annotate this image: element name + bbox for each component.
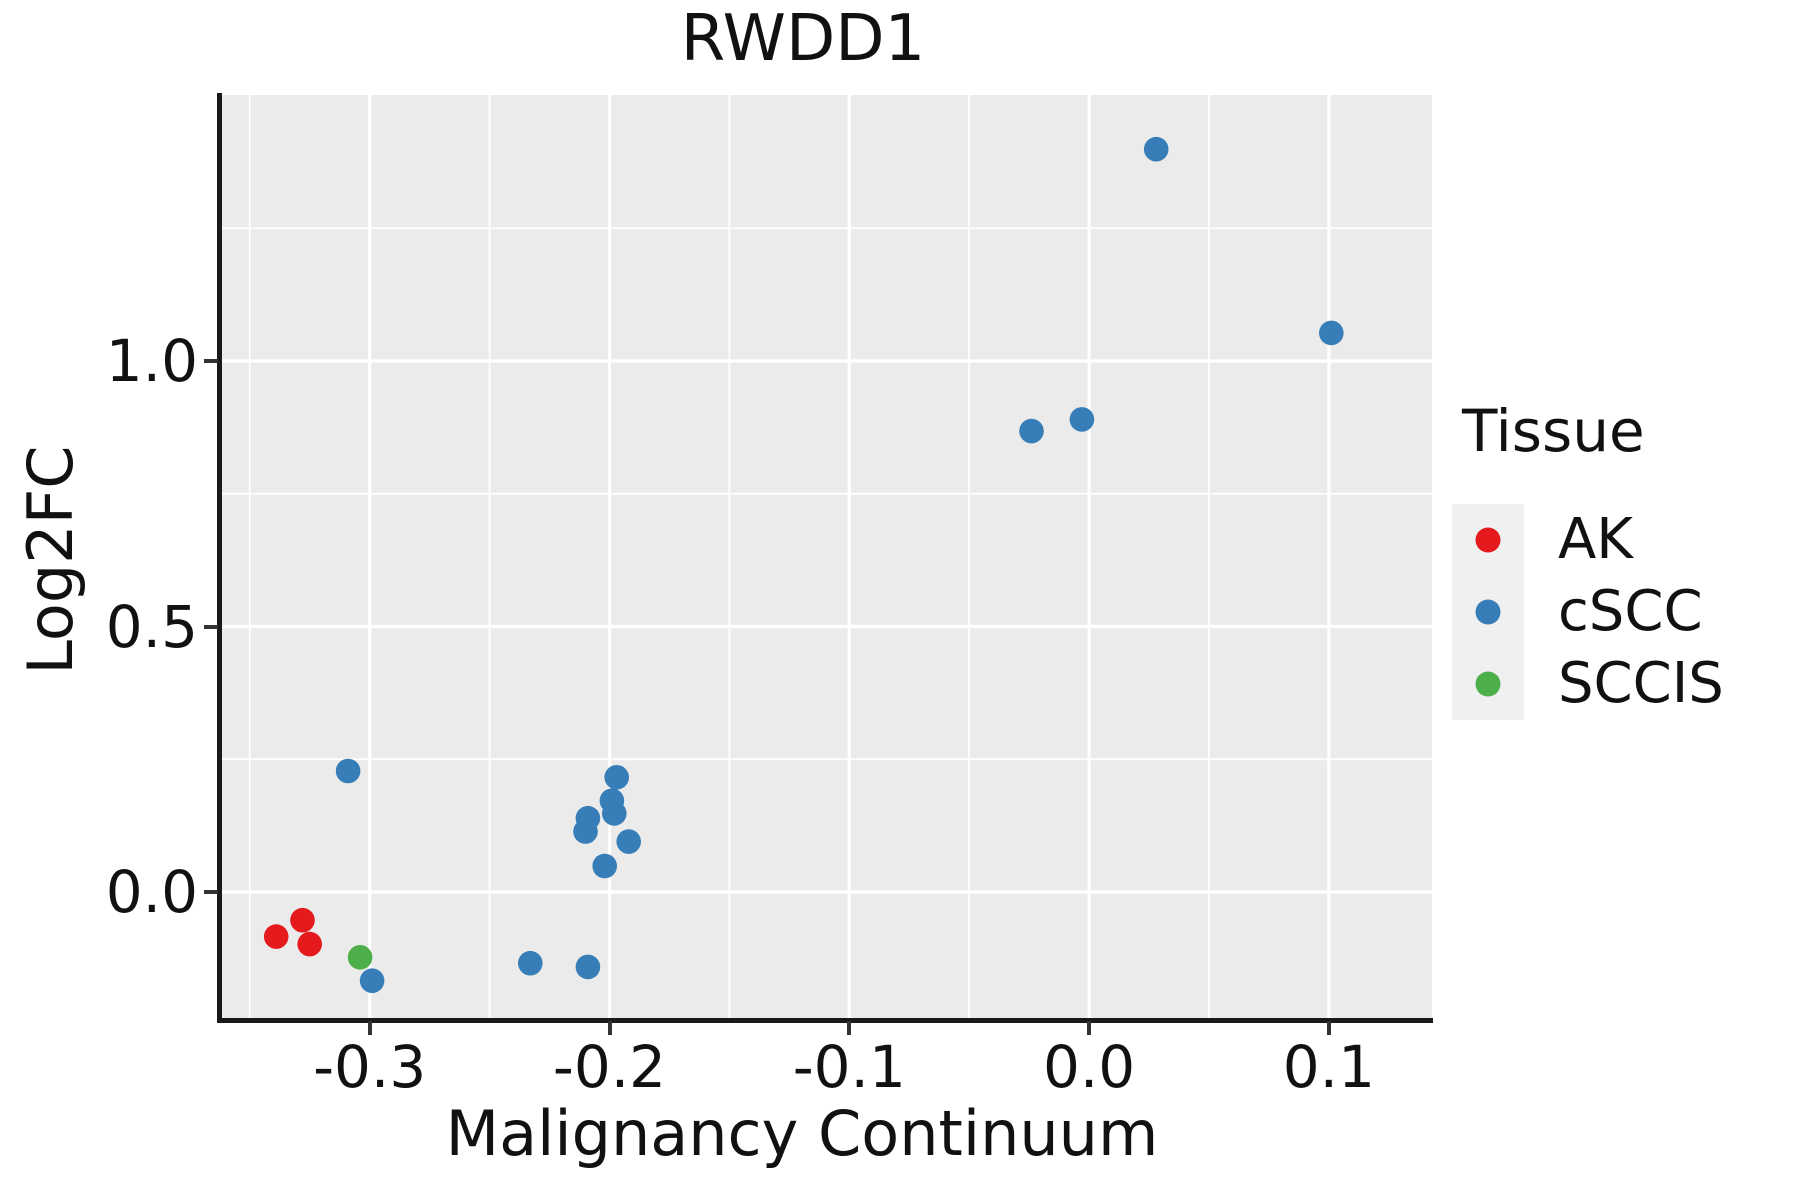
- x-axis-label: Malignancy Continuum: [445, 1097, 1159, 1170]
- x-tick-label: -0.2: [552, 1033, 667, 1101]
- data-point-ak: [290, 907, 315, 933]
- x-tick-label: -0.1: [792, 1033, 906, 1101]
- data-point-sccis: [347, 945, 373, 970]
- x-axis-line: [217, 1018, 1433, 1023]
- legend-item-label: cSCC: [1558, 579, 1703, 644]
- y-tick-label: 0.5: [105, 592, 198, 661]
- legend-item-cscc: cSCC: [1452, 576, 1792, 648]
- legend-dot-sccis-icon: [1475, 671, 1501, 697]
- data-point-ak: [297, 931, 322, 957]
- data-point-ak: [263, 924, 289, 949]
- data-point-cscc: [359, 968, 385, 993]
- y-tick-mark: [204, 890, 218, 894]
- legend-item-label: SCCIS: [1558, 651, 1724, 716]
- legend-item-label: AK: [1558, 507, 1634, 572]
- scatter-canvas: [221, 95, 1432, 1020]
- legend-key: [1452, 504, 1524, 576]
- x-tick-mark: [847, 1021, 852, 1035]
- x-tick-mark: [367, 1021, 372, 1035]
- y-axis-label: Log2FC: [13, 445, 87, 675]
- y-tick-label: 0.0: [105, 858, 198, 926]
- data-point-cscc: [1019, 418, 1044, 444]
- y-tick-mark: [204, 359, 218, 363]
- x-tick-label: 0.1: [1282, 1033, 1376, 1101]
- data-point-cscc: [575, 954, 601, 980]
- data-point-cscc: [518, 950, 543, 976]
- plot-title: RWDD1: [680, 2, 926, 76]
- y-tick-mark: [204, 624, 218, 629]
- data-point-cscc: [335, 758, 361, 784]
- legend-key: [1452, 576, 1524, 648]
- y-axis-line: [217, 93, 222, 1023]
- data-point-cscc: [1143, 136, 1169, 162]
- data-point-cscc: [573, 819, 598, 844]
- data-point-cscc: [1319, 320, 1344, 346]
- legend-dot-cscc-icon: [1475, 599, 1501, 625]
- legend-title: Tissue: [1462, 397, 1645, 465]
- data-point-cscc: [602, 801, 627, 826]
- legend-item-ak: AK: [1452, 504, 1792, 576]
- legend-dot-ak-icon: [1475, 527, 1501, 553]
- data-point-cscc: [592, 853, 617, 879]
- y-tick-label: 1.0: [105, 327, 198, 395]
- data-point-cscc: [1069, 407, 1095, 432]
- data-point-cscc: [616, 829, 641, 854]
- x-tick-label: -0.3: [313, 1033, 427, 1101]
- x-tick-mark: [607, 1021, 612, 1035]
- x-tick-mark: [1326, 1021, 1331, 1035]
- x-tick-mark: [1087, 1021, 1092, 1035]
- plot-panel: [221, 95, 1432, 1020]
- x-tick-label: 0.0: [1042, 1033, 1136, 1101]
- legend-item-sccis: SCCIS: [1452, 648, 1792, 720]
- data-point-cscc: [604, 765, 629, 790]
- legend-key: [1452, 648, 1524, 720]
